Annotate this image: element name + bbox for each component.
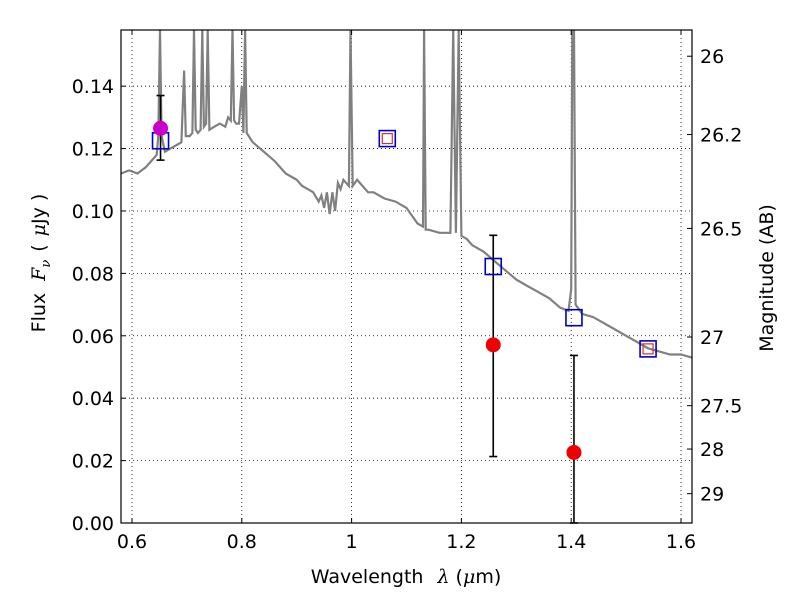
model-spectrum-layer [121,30,692,359]
y-tick-label: 0.06 [72,326,114,348]
y2-tick-label: 26 [700,46,724,68]
y2-tick-label: 29 [700,484,724,506]
y-axis-symbol-nu: ν [39,260,54,268]
model-point-square [378,129,397,148]
x-axis-title: Wavelength λ (μm) [311,566,501,588]
y-axis-unit-open: ( [28,244,50,251]
x-axis-lambda: λ [436,566,449,588]
y2-tick-label: 26.5 [700,218,742,240]
y2-tick-label: 27 [700,327,724,349]
y2-tick-label: 28 [700,439,724,461]
y-tick-label: 0.00 [72,513,114,535]
model-spectrum-line [121,30,692,359]
x-tick-label: 1.2 [446,531,476,553]
plot-frame [120,29,693,524]
observed-point [566,444,582,460]
y-axis-unit-rest: Jy ) [28,194,50,225]
y-axis-title-prefix: Flux [28,293,50,333]
y-axis-title: Flux Fν ( μJy ) [28,194,54,333]
y2-tick-label: 26.2 [700,125,742,147]
y-tick-label: 0.04 [72,388,114,410]
axis-ticks: 0.6 0.8 1 1.2 1.4 1.6 0.00 0.02 0.04 0.06 0.08 0.10… [72,30,742,553]
y-tick-label: 0.02 [72,451,114,473]
observed-point [153,120,169,136]
y-tick-label: 0.12 [72,139,114,161]
model-point-square [639,340,657,358]
model-point-square [484,257,503,276]
x-tick-label: 0.8 [227,531,257,553]
y-axis-unit-mu: μ [28,224,50,236]
y-tick-label: 0.10 [72,201,114,223]
observed-point [485,337,501,353]
y2-tick-label: 27.5 [700,396,742,418]
x-axis-unit-open: ( [456,566,463,588]
x-axis-unit-rest: m) [475,566,501,588]
y-tick-label: 0.14 [72,76,114,98]
x-tick-label: 1 [346,531,358,553]
upper-limit-marker [381,132,393,145]
x-tick-label: 1.4 [556,531,586,553]
y2-axis-title: Magnitude (AB) [756,204,778,352]
y-axis-symbol-f: F [28,267,50,282]
x-tick-label: 1.6 [666,531,696,553]
x-tick-label: 0.6 [117,531,147,553]
data-points-layer [151,94,657,524]
x-axis-title-prefix: Wavelength [311,566,424,588]
upper-limit-marker [642,343,654,355]
y-tick-label: 0.08 [72,263,114,285]
x-axis-unit-mu: μ [463,566,475,588]
model-point-square [565,308,583,327]
